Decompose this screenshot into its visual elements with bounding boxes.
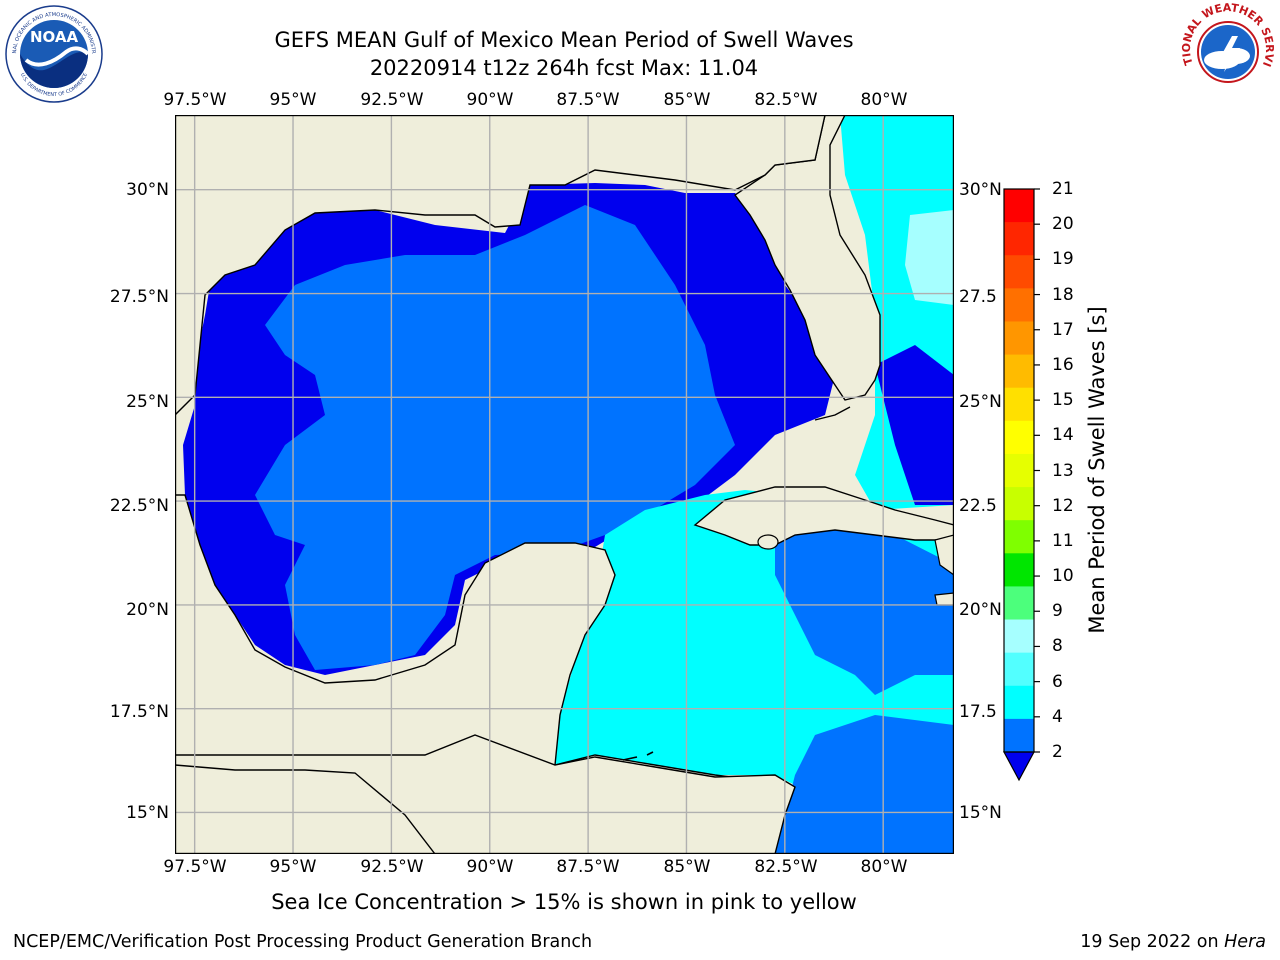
lon-label-bottom: 92.5°W [360, 857, 424, 877]
central-america-land [175, 734, 796, 854]
colorbar-segment [1004, 420, 1034, 455]
atlantic-pale-swell-region [905, 210, 954, 305]
colorbar-segment [1004, 255, 1034, 289]
lat-label-right: 22.5 [959, 496, 997, 516]
sea-ice-caption: Sea Ice Concentration > 15% is shown in … [271, 890, 857, 914]
lon-label-top: 92.5°W [360, 90, 424, 110]
footer-branch: NCEP/EMC/Verification Post Processing Pr… [13, 932, 593, 952]
lon-label-bottom: 80°W [860, 857, 908, 877]
noaa-logo-icon: NOAA NATIONAL OCEANIC AND ATMOSPHERIC AD… [4, 4, 103, 103]
lon-label-bottom: 95°W [269, 857, 317, 877]
bay-islands-land [622, 751, 654, 761]
colorbar-segment [1004, 487, 1034, 521]
colorbar-segment [1004, 685, 1034, 720]
lat-label-left: 27.5°N [109, 287, 169, 307]
footer-date-text: 19 Sep 2022 on [1080, 932, 1225, 952]
hispaniola-land [934, 534, 954, 576]
colorbar-segment [1004, 321, 1034, 356]
colorbar-tick-label: 21 [1052, 179, 1074, 199]
bahamas-deep-swell-region [875, 345, 954, 505]
lon-label-top: 82.5°W [754, 90, 818, 110]
colorbar-tick-label: 19 [1052, 249, 1074, 270]
lon-label-top: 87.5°W [556, 90, 620, 110]
colorbar-segment [1004, 387, 1034, 422]
colorbar-tick-label: 13 [1052, 460, 1074, 481]
lat-label-right: 25°N [959, 392, 1002, 412]
lon-label-bottom: 85°W [663, 857, 711, 877]
colorbar-tick-label: 6 [1052, 671, 1063, 692]
map-frame [175, 115, 954, 854]
colorbar-segment [1004, 453, 1034, 488]
colorbar-tick-label: 18 [1052, 284, 1074, 305]
gulf-of-mexico-map [175, 115, 954, 854]
colorbar-segment [1004, 354, 1034, 389]
map-gridlines [175, 115, 954, 854]
colorbar-tick-label: 20 [1052, 214, 1074, 235]
colorbar-tick-label: 12 [1052, 495, 1074, 516]
colorbar-tick-label: 16 [1052, 354, 1074, 375]
colorbar-tick-label: 15 [1052, 390, 1074, 411]
lon-label-top: 85°W [663, 90, 711, 110]
noaa-logo-text: NOAA [30, 28, 79, 46]
lat-label-right: 17.5 [959, 702, 997, 722]
lat-label-left: 17.5°N [109, 702, 169, 722]
colorbar-segments [1004, 189, 1034, 753]
lon-label-top: 95°W [269, 90, 317, 110]
isla-juventud-land [757, 534, 779, 550]
lon-label-bottom: 97.5°W [163, 857, 227, 877]
colorbar-tick-label: 11 [1052, 530, 1074, 551]
lat-label-right: 20°N [959, 600, 1002, 620]
footer-date: 19 Sep 2022 on Hera [1080, 932, 1266, 952]
colorbar-segment [1004, 553, 1034, 587]
colorbar-segment [1004, 652, 1034, 687]
lat-label-left: 25°N [126, 392, 169, 412]
colorbar-label: Mean Period of Swell Waves [s] [1085, 306, 1109, 634]
colorbar-tickmarks [1034, 188, 1040, 753]
lat-label-right: 30°N [959, 180, 1002, 200]
florida-land [733, 115, 881, 401]
colorbar-segment [1004, 189, 1034, 223]
caribbean-south-mid-swell-region [775, 715, 954, 854]
lat-label-left: 22.5°N [109, 496, 169, 516]
colorbar-tick-label: 4 [1052, 706, 1063, 727]
colorbar-tick-label: 8 [1052, 636, 1063, 657]
colorbar [1002, 188, 1040, 782]
colorbar-segment [1004, 288, 1034, 322]
lat-label-left: 20°N [126, 600, 169, 620]
lon-label-bottom: 90°W [466, 857, 514, 877]
chart-title: GEFS MEAN Gulf of Mexico Mean Period of … [274, 28, 854, 52]
lon-label-top: 90°W [466, 90, 514, 110]
colorbar-segment [1004, 222, 1034, 256]
footer-host: Hera [1224, 932, 1266, 952]
colorbar-segment [1004, 520, 1034, 554]
lat-label-right: 27.5 [959, 287, 997, 307]
lon-label-bottom: 87.5°W [556, 857, 620, 877]
colorbar-tick-label: 17 [1052, 319, 1074, 340]
chart-subtitle: 20220914 t12z 264h fcst Max: 11.04 [369, 56, 759, 80]
colorbar-tick-label: 2 [1052, 742, 1063, 762]
nws-logo-icon: NATIONAL WEATHER SERVICE [1178, 2, 1276, 100]
gulf-mid-swell-region [255, 205, 735, 670]
colorbar-segment [1004, 586, 1034, 621]
lat-label-right: 15°N [959, 803, 1002, 823]
colorbar-tick-label: 14 [1052, 425, 1074, 446]
colorbar-tick-label: 9 [1052, 601, 1063, 622]
jamaica-land [934, 592, 954, 606]
colorbar-segment [1004, 718, 1034, 753]
lon-label-top: 80°W [860, 90, 908, 110]
lon-label-top: 97.5°W [163, 90, 227, 110]
lat-label-left: 15°N [126, 803, 169, 823]
colorbar-tick-label: 10 [1052, 566, 1074, 587]
caribbean-mid-swell-region [775, 525, 954, 695]
lon-label-bottom: 82.5°W [754, 857, 818, 877]
colorbar-segment [1004, 619, 1034, 654]
colorbar-extend-arrow [1002, 751, 1036, 782]
florida-keys-land [814, 406, 851, 421]
lat-label-left: 30°N [126, 180, 169, 200]
